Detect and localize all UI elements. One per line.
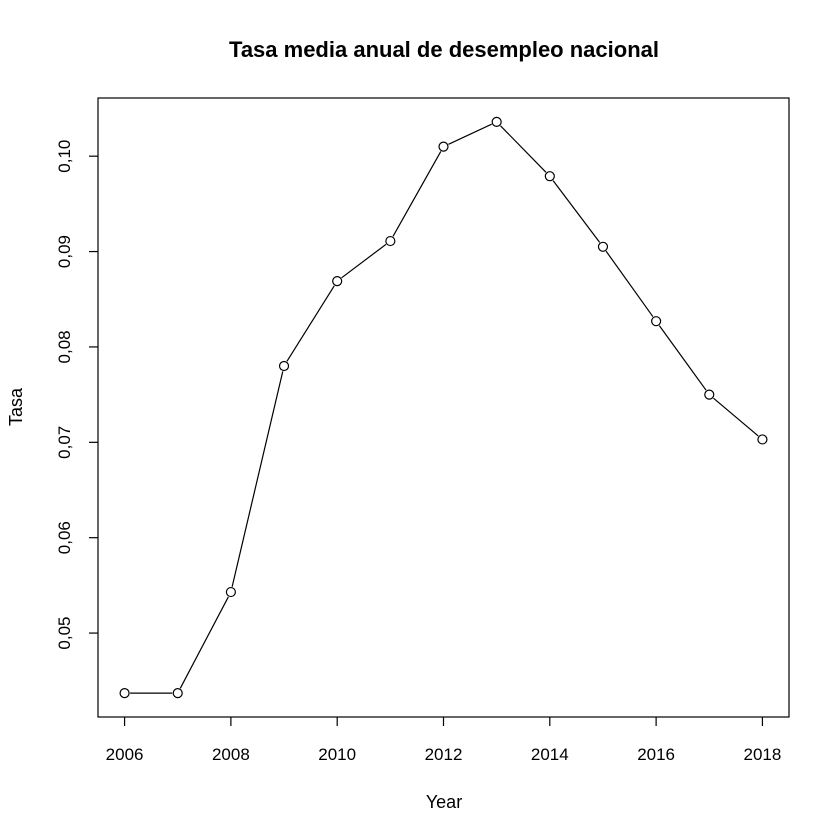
x-tick-label: 2008 — [212, 745, 250, 764]
x-tick-label: 2010 — [318, 745, 356, 764]
chart-title: Tasa media anual de desempleo nacional — [229, 37, 659, 62]
data-point — [651, 316, 662, 327]
x-axis: 2006 2008 2010 2012 2014 2016 2018 — [106, 717, 782, 764]
series-line-segment — [341, 243, 387, 279]
series-line-segment — [658, 325, 707, 391]
x-axis-label: Year — [426, 792, 462, 812]
y-tick-label: 0,05 — [55, 617, 74, 650]
series-line-segment — [713, 397, 759, 437]
data-point — [544, 171, 555, 182]
x-tick-label: 2014 — [531, 745, 569, 764]
y-tick-label: 0,06 — [55, 521, 74, 554]
y-tick-label: 0,07 — [55, 426, 74, 459]
y-axis-label: Tasa — [6, 387, 26, 426]
data-point — [332, 276, 343, 287]
y-tick-label: 0,10 — [55, 140, 74, 173]
data-point — [119, 688, 130, 699]
data-point — [172, 688, 183, 699]
data-point — [225, 586, 236, 598]
series-line-segment — [179, 596, 229, 689]
y-axis: 0,05 0,06 0,07 0,08 0,09 0,10 — [55, 140, 98, 650]
series-line-segment — [605, 250, 654, 318]
data-point — [757, 434, 768, 445]
data-point — [385, 235, 396, 247]
series-line-segment — [500, 125, 547, 173]
series — [119, 116, 768, 699]
plot-area — [97, 97, 790, 718]
series-line-segment — [231, 371, 284, 587]
series-line-segment — [448, 123, 492, 145]
y-tick-label: 0,09 — [55, 235, 74, 268]
series-line-segment — [286, 285, 335, 362]
y-tick-label: 0,08 — [55, 330, 74, 363]
x-tick-label: 2006 — [106, 745, 144, 764]
data-point — [491, 116, 502, 127]
data-point — [704, 389, 715, 400]
x-tick-label: 2012 — [425, 745, 463, 764]
data-point — [597, 241, 609, 252]
x-tick-label: 2016 — [637, 745, 675, 764]
data-point — [278, 360, 290, 372]
series-line-segment — [552, 180, 601, 243]
data-point — [438, 141, 449, 152]
series-line-segment — [392, 151, 442, 237]
x-tick-label: 2018 — [744, 745, 782, 764]
